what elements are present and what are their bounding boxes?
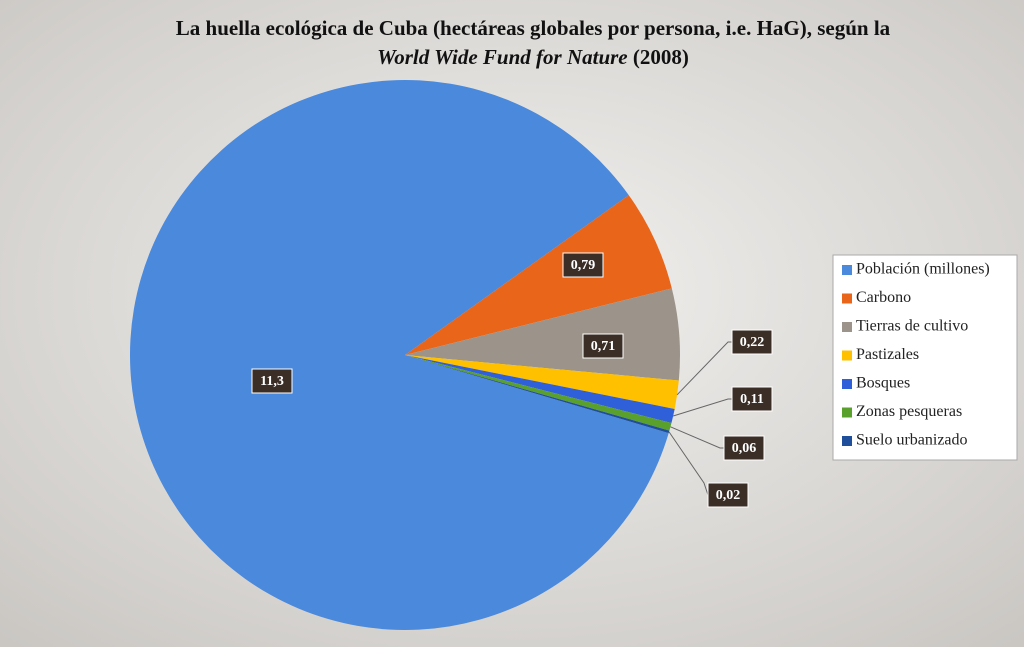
data-label: 0,11 xyxy=(740,392,764,407)
pie-slice xyxy=(405,355,679,409)
legend-label: Suelo urbanizado xyxy=(856,432,968,449)
data-label: 0,71 xyxy=(591,339,616,354)
legend-swatch xyxy=(842,350,852,361)
legend-label: Bosques xyxy=(856,375,910,392)
legend-swatch xyxy=(842,293,852,304)
pie-slice xyxy=(129,79,669,630)
pie-slice xyxy=(405,355,672,431)
legend-swatch xyxy=(842,407,852,418)
data-label: 0,02 xyxy=(716,488,741,503)
title-part: (2008) xyxy=(633,45,689,69)
legend-label: Zonas pesqueras xyxy=(856,403,962,420)
legend-box xyxy=(832,254,1018,461)
title-part: World Wide Fund for Nature xyxy=(377,45,628,69)
legend-label: Tierras de cultivo xyxy=(856,318,968,335)
data-label: 11,3 xyxy=(260,374,284,389)
data-label: 0,22 xyxy=(740,335,765,350)
data-label: 0,79 xyxy=(571,258,596,273)
legend-swatch xyxy=(842,436,852,446)
data-label-box xyxy=(707,482,749,508)
chart-title: World Wide Fund for Nature (2008) xyxy=(377,45,689,69)
leader-line xyxy=(670,426,724,449)
data-label-box xyxy=(731,386,773,412)
chart-title: La huella ecológica de Cuba (hectáreas g… xyxy=(176,16,891,40)
legend-label: Población (millones) xyxy=(856,261,990,278)
legend-swatch xyxy=(842,265,852,275)
pie-slice xyxy=(405,355,675,424)
legend-label: Carbono xyxy=(856,289,911,306)
legend-label: Pastizales xyxy=(856,346,919,363)
pie-slice xyxy=(405,195,672,355)
data-label-box xyxy=(582,333,624,359)
data-label-box xyxy=(562,252,604,278)
data-label-box xyxy=(731,329,773,355)
leader-line xyxy=(672,398,732,417)
legend-swatch xyxy=(842,379,852,389)
legend-swatch xyxy=(842,322,852,332)
leader-line xyxy=(676,341,732,396)
leader-line xyxy=(668,431,709,496)
data-label: 0,06 xyxy=(732,441,757,456)
data-label-box xyxy=(251,368,293,394)
pie-slice xyxy=(405,355,670,434)
data-label-box xyxy=(723,435,765,461)
